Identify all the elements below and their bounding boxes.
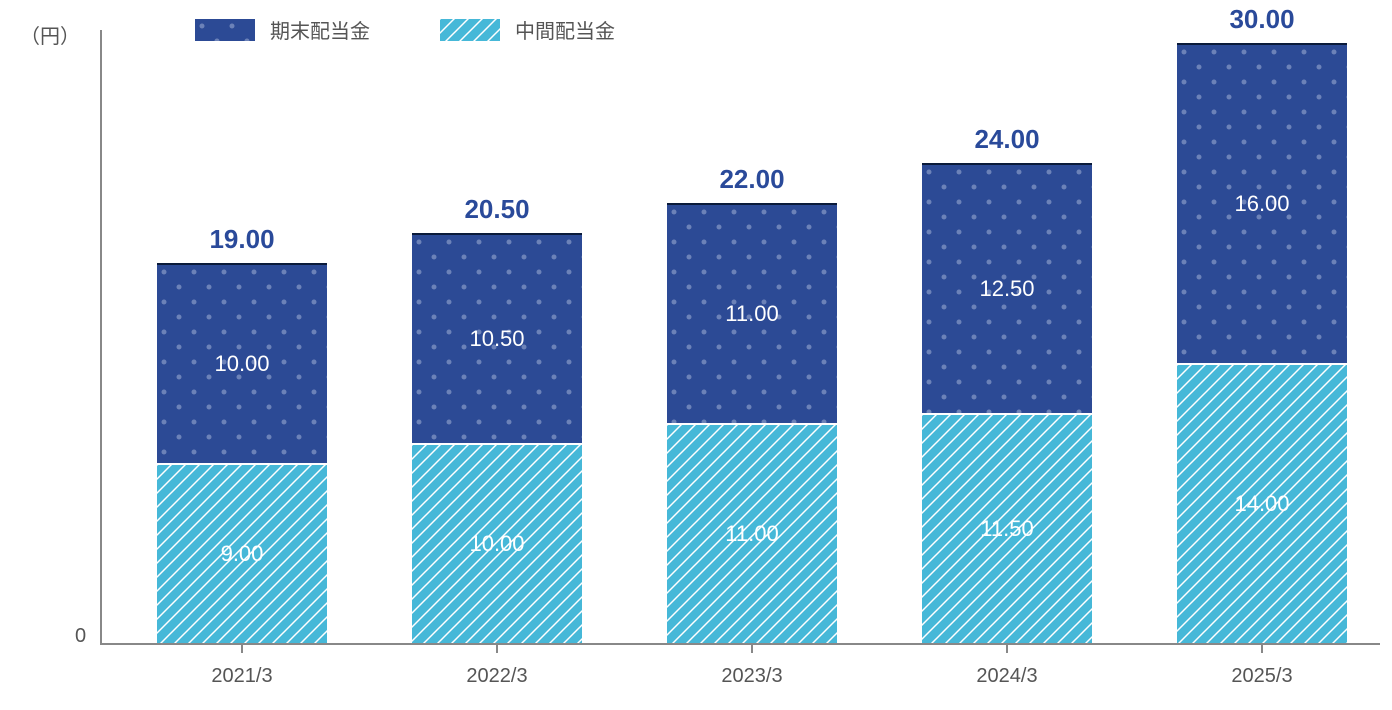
bar-total-label: 19.00 <box>209 224 274 255</box>
bar-group: 11.0011.0022.00 <box>667 203 837 643</box>
bar-total-label: 30.00 <box>1229 4 1294 35</box>
bar-value-year-end: 10.50 <box>469 326 524 352</box>
bar-total-label: 20.50 <box>464 194 529 225</box>
bar-value-interim: 9.00 <box>221 541 264 567</box>
bar-value-year-end: 10.00 <box>214 351 269 377</box>
bar-segment-year-end: 11.00 <box>667 203 837 423</box>
bar-value-interim: 11.50 <box>980 516 1033 542</box>
bar-group: 11.5012.5024.00 <box>922 163 1092 643</box>
y-axis-zero-label: 0 <box>75 625 86 648</box>
bar-segment-year-end: 10.50 <box>412 233 582 443</box>
bar-group: 14.0016.0030.00 <box>1177 43 1347 643</box>
bar-group: 9.0010.0019.00 <box>157 263 327 643</box>
bar-value-year-end: 11.00 <box>725 301 778 327</box>
bar-value-year-end: 12.50 <box>979 276 1034 302</box>
x-axis-category-label: 2023/3 <box>721 665 782 688</box>
dividend-chart: （円） 0 期末配当金 中間配当金 2021/39.0010.0019.0020… <box>0 0 1392 710</box>
y-axis-unit-label: （円） <box>20 20 80 49</box>
bar-segment-year-end: 16.00 <box>1177 43 1347 363</box>
bar-total-label: 24.00 <box>974 124 1039 155</box>
bar-value-interim: 11.00 <box>725 521 778 547</box>
x-axis-category-label: 2021/3 <box>211 665 272 688</box>
bar-segment-interim: 11.50 <box>922 413 1092 643</box>
bar-value-year-end: 16.00 <box>1234 191 1289 217</box>
bar-group: 10.0010.5020.50 <box>412 233 582 643</box>
bar-total-label: 22.00 <box>719 164 784 195</box>
bar-segment-year-end: 10.00 <box>157 263 327 463</box>
bar-segment-interim: 10.00 <box>412 443 582 643</box>
bar-value-interim: 10.00 <box>469 531 524 557</box>
bar-segment-interim: 14.00 <box>1177 363 1347 643</box>
x-axis-category-label: 2024/3 <box>976 665 1037 688</box>
bar-value-interim: 14.00 <box>1234 491 1289 517</box>
bar-segment-year-end: 12.50 <box>922 163 1092 413</box>
plot-area: 2021/39.0010.0019.002022/310.0010.5020.5… <box>100 30 1380 645</box>
x-axis-category-label: 2022/3 <box>466 665 527 688</box>
x-axis-category-label: 2025/3 <box>1231 665 1292 688</box>
bar-segment-interim: 9.00 <box>157 463 327 643</box>
bar-segment-interim: 11.00 <box>667 423 837 643</box>
